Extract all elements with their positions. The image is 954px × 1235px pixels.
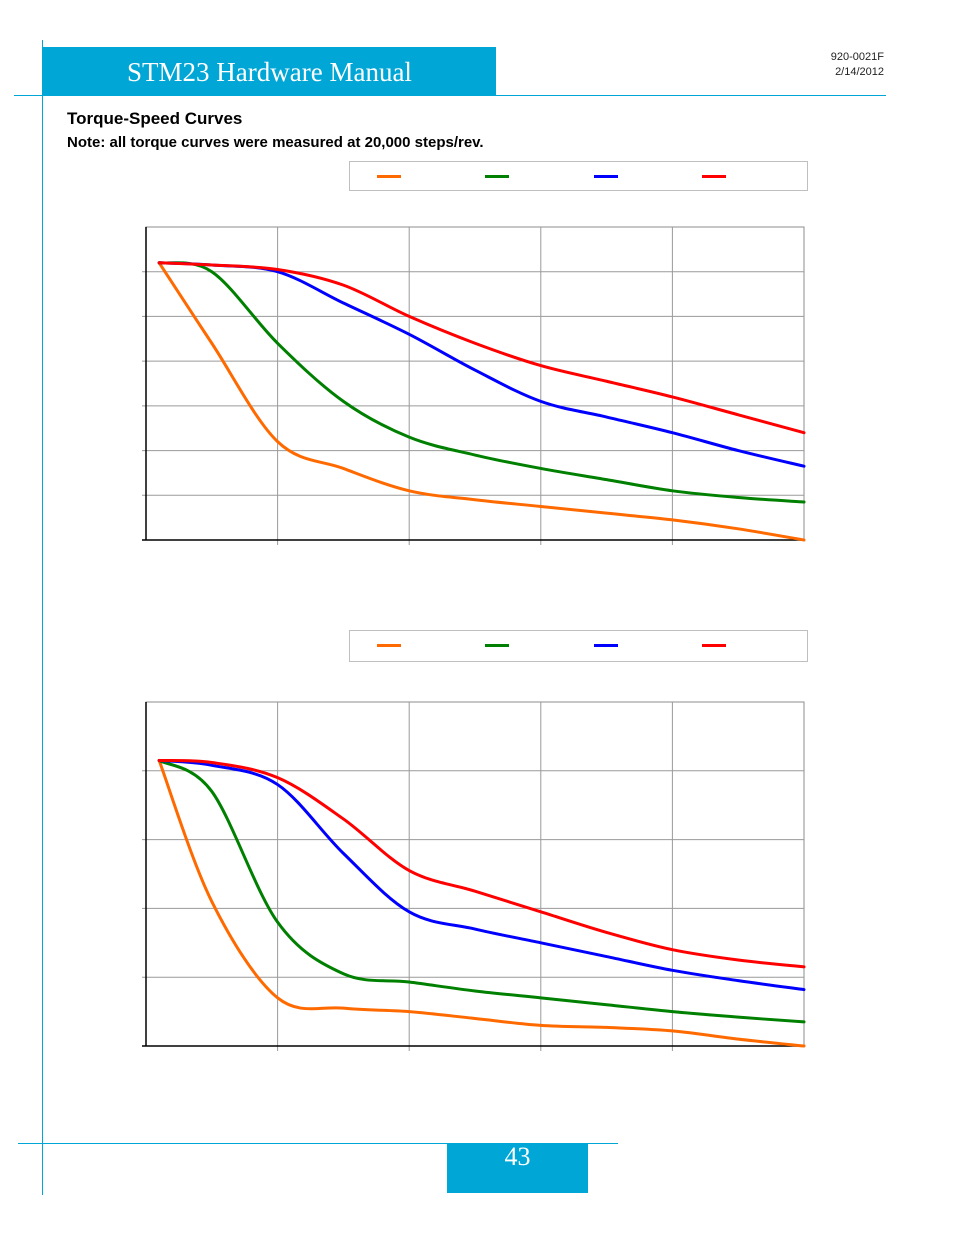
footer-rule xyxy=(18,1143,618,1144)
legend-swatch xyxy=(702,644,726,647)
legend-swatch xyxy=(702,175,726,178)
plot-area xyxy=(145,226,805,541)
header-rule xyxy=(14,95,886,96)
series-line-2 xyxy=(157,758,806,1024)
left-margin-rule xyxy=(42,40,43,1195)
chart-2-legend xyxy=(349,630,808,662)
plot-area xyxy=(145,701,805,1047)
series-line-3 xyxy=(157,758,806,992)
document-info: 920-0021F 2/14/2012 xyxy=(831,50,884,80)
legend-swatch xyxy=(594,644,618,647)
document-date: 2/14/2012 xyxy=(835,66,884,78)
series-line-4 xyxy=(157,758,806,969)
section-heading: Torque-Speed Curves xyxy=(67,109,243,128)
series-line-2 xyxy=(157,261,806,504)
section-note: Note: all torque curves were measured at… xyxy=(67,134,484,151)
series-line-1 xyxy=(157,261,806,542)
series-line-1 xyxy=(157,758,806,1048)
series-line-3 xyxy=(157,261,806,468)
legend-swatch xyxy=(485,175,509,178)
document-number: 920-0021F xyxy=(830,51,884,63)
legend-swatch xyxy=(377,644,401,647)
series-line-4 xyxy=(157,261,806,435)
page-number: 43 xyxy=(447,1143,588,1193)
legend-swatch xyxy=(485,644,509,647)
legend-swatch xyxy=(377,175,401,178)
manual-title: STM23 Hardware Manual xyxy=(43,47,496,95)
legend-swatch xyxy=(594,175,618,178)
chart-1-legend xyxy=(349,161,808,191)
